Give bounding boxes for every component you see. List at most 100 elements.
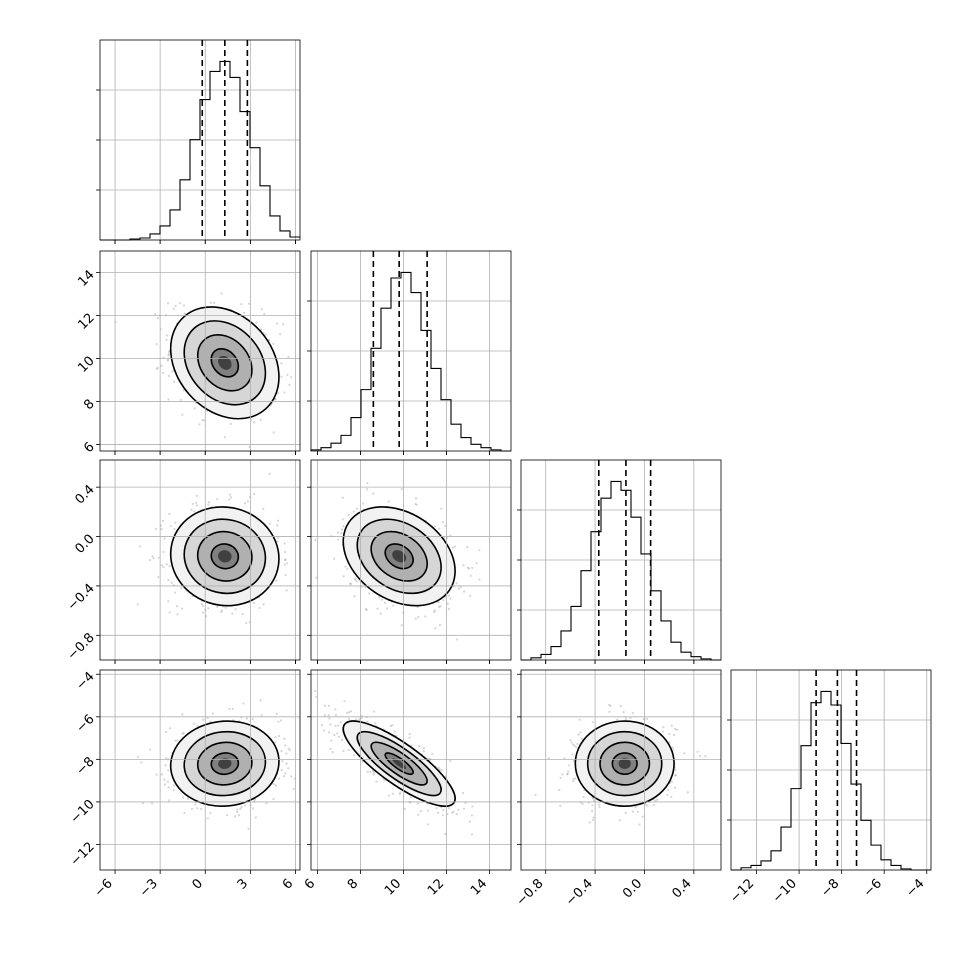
x-tick-label: 8	[345, 876, 361, 892]
scatter-point	[261, 453, 263, 455]
x-tick-label: 6	[302, 876, 318, 892]
scatter-point	[241, 613, 244, 616]
scatter-point	[365, 488, 369, 491]
histogram-panel-2	[517, 459, 722, 664]
scatter-point	[339, 721, 342, 724]
scatter-point	[282, 323, 285, 326]
scatter-point	[252, 601, 255, 604]
scatter-point	[283, 563, 286, 566]
density-fill	[392, 550, 407, 563]
scatter-point	[155, 343, 158, 346]
x-tick-label: 6	[280, 876, 296, 892]
scatter-point	[168, 799, 171, 802]
scatter-point	[160, 528, 163, 531]
x-tick-label: −10	[770, 876, 800, 906]
scatter-point	[136, 755, 140, 759]
scatter-point	[355, 718, 358, 721]
scatter-point	[216, 498, 219, 501]
scatter-point	[668, 732, 671, 736]
scatter-point	[284, 573, 287, 577]
scatter-point	[182, 464, 184, 466]
contour-line	[356, 730, 442, 797]
density-fill	[392, 758, 407, 769]
scatter-point	[280, 375, 283, 378]
scatter-point	[162, 550, 165, 554]
scatter-point	[220, 292, 223, 295]
scatter-point	[571, 753, 574, 756]
scatter-point	[360, 717, 363, 720]
scatter-point	[322, 712, 324, 714]
scatter-point	[139, 545, 142, 548]
scatter-point	[243, 502, 247, 505]
scatter-point	[167, 600, 170, 603]
scatter-point	[234, 815, 237, 818]
scatter-point	[172, 789, 175, 792]
y-tick-label: −12	[68, 840, 98, 870]
histogram-panel-1	[307, 250, 512, 455]
contour-line	[356, 518, 442, 595]
scatter-point	[201, 419, 204, 422]
scatter-point	[654, 799, 657, 802]
scatter-point	[418, 744, 421, 748]
scatter-point	[323, 714, 327, 717]
scatter-point	[315, 695, 318, 698]
scatter-point	[340, 528, 344, 531]
scatter-point	[151, 802, 154, 805]
scatter-point	[686, 791, 689, 794]
scatter-point	[444, 524, 447, 527]
scatter-point	[173, 527, 176, 531]
pair-panel-0-3: −6 −3 0 3 6 −12 −10 −8 −6 −4	[68, 669, 324, 900]
scatter-point	[333, 733, 336, 737]
x-tick-label: −6	[861, 876, 885, 900]
scatter-point	[459, 585, 462, 589]
scatter-point	[228, 707, 231, 711]
scatter-point	[181, 607, 184, 610]
scatter-point	[323, 704, 327, 707]
scatter-point	[167, 786, 170, 789]
scatter-point	[342, 749, 345, 752]
scatter-point	[341, 496, 344, 499]
x-tick-label: 14	[468, 876, 490, 898]
y-tick-label: 8	[81, 397, 97, 413]
scatter-point	[163, 537, 166, 540]
y-tick-label: 10	[75, 354, 97, 376]
density-fill	[618, 758, 631, 769]
scatter-point	[456, 638, 459, 641]
scatter-point	[408, 736, 411, 739]
scatter-point	[172, 307, 175, 310]
scatter-point	[193, 407, 196, 410]
scatter-point	[262, 507, 265, 511]
scatter-point	[673, 774, 677, 777]
scatter-point	[280, 768, 283, 772]
scatter-point	[209, 720, 212, 723]
scatter-point	[438, 768, 441, 771]
scatter-point	[276, 392, 280, 395]
scatter-point	[190, 508, 193, 511]
scatter-point	[136, 603, 139, 606]
scatter-point	[462, 791, 465, 795]
scatter-point	[592, 797, 595, 800]
scatter-point	[355, 507, 359, 510]
scatter-point	[417, 615, 420, 619]
scatter-point	[455, 581, 458, 585]
scatter-point	[347, 748, 350, 751]
scatter-point	[194, 803, 197, 806]
scatter-point	[566, 772, 569, 775]
scatter-point	[149, 748, 152, 751]
scatter-point	[631, 712, 635, 715]
scatter-point	[285, 762, 288, 765]
scatter-point	[453, 545, 456, 548]
scatter-point	[366, 770, 369, 773]
scatter-point	[274, 397, 277, 401]
scatter-point	[179, 398, 182, 401]
scatter-point	[148, 559, 152, 562]
scatter-point	[198, 423, 201, 426]
scatter-point	[259, 699, 262, 702]
scatter-point	[591, 804, 594, 807]
scatter-point	[303, 387, 305, 389]
scatter-point	[673, 733, 676, 737]
scatter-point	[272, 342, 275, 345]
scatter-point	[662, 726, 665, 729]
scatter-point	[164, 764, 167, 767]
